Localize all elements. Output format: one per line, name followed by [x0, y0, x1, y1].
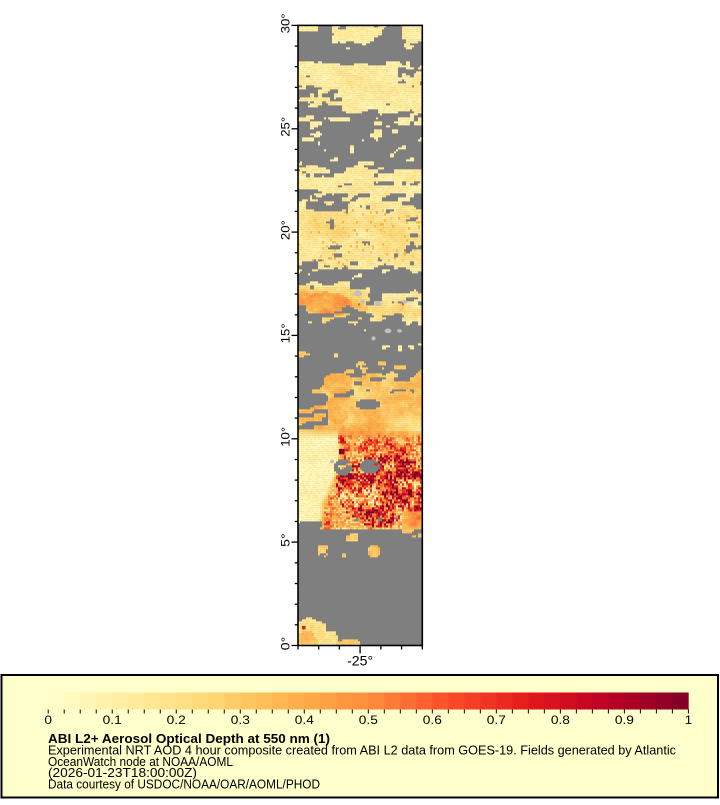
svg-text:OceanWatch node at NOAA/AOML: OceanWatch node at NOAA/AOML: [48, 755, 233, 769]
svg-text:Experimental NRT AOD 4 hour co: Experimental NRT AOD 4 hour composite cr…: [48, 744, 676, 758]
svg-text:25°: 25°: [281, 117, 293, 137]
svg-text:5°: 5°: [281, 533, 293, 547]
svg-text:15°: 15°: [281, 323, 293, 343]
svg-text:0.4: 0.4: [295, 713, 314, 727]
svg-text:0°: 0°: [281, 637, 293, 651]
svg-text:10°: 10°: [281, 427, 293, 447]
svg-text:0.8: 0.8: [551, 713, 570, 727]
svg-text:0.3: 0.3: [231, 713, 250, 727]
svg-text:0.2: 0.2: [167, 713, 186, 727]
svg-text:0.1: 0.1: [103, 713, 122, 727]
svg-text:0.6: 0.6: [423, 713, 442, 727]
svg-text:ABI L2+ Aerosol Optical Depth: ABI L2+ Aerosol Optical Depth at 550 nm …: [48, 732, 330, 746]
svg-text:(2026-01-23T18:00:00Z): (2026-01-23T18:00:00Z): [48, 766, 197, 780]
svg-text:20°: 20°: [281, 220, 293, 240]
svg-text:-25°: -25°: [347, 654, 373, 669]
svg-text:0: 0: [44, 713, 52, 727]
svg-text:30°: 30°: [281, 13, 293, 33]
svg-text:0.5: 0.5: [359, 713, 378, 727]
svg-text:Data courtesy of USDOC/NOAA/OA: Data courtesy of USDOC/NOAA/OAR/AOML/PHO…: [48, 777, 320, 791]
svg-text:0.9: 0.9: [615, 713, 634, 727]
svg-text:0.7: 0.7: [487, 713, 506, 727]
svg-text:1: 1: [685, 713, 693, 727]
